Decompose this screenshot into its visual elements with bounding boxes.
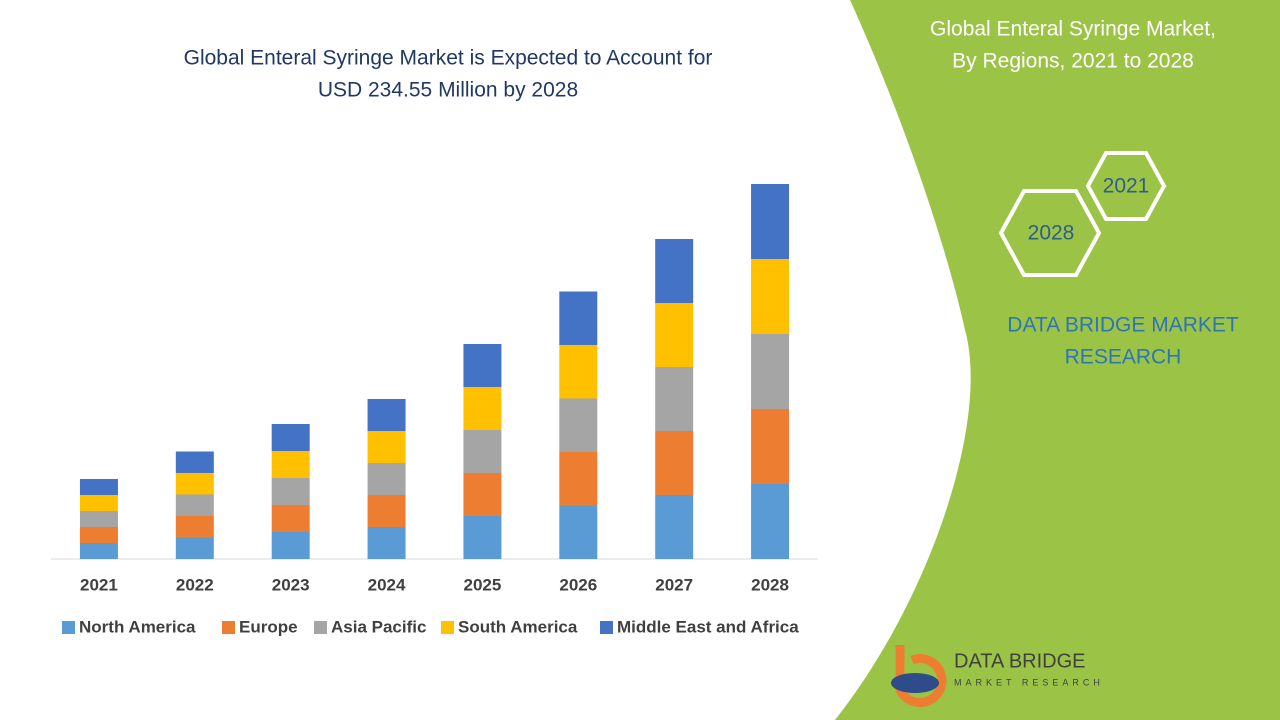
x-tick-label: 2026 — [559, 575, 597, 594]
bar-segment — [559, 452, 598, 506]
bar-segment — [655, 239, 694, 303]
legend-swatch — [222, 621, 235, 634]
x-tick-label: 2023 — [272, 575, 310, 594]
bar-segment — [79, 479, 118, 495]
x-tick-label: 2021 — [80, 575, 118, 594]
bar-segment — [271, 505, 310, 532]
x-tick-label: 2022 — [176, 575, 214, 594]
brand-text: RESEARCH — [1065, 346, 1182, 369]
bar-segment — [271, 424, 310, 451]
bar-segment — [463, 344, 502, 387]
bar-segment — [79, 511, 118, 527]
bar-segment — [367, 431, 406, 463]
bar-segment — [79, 527, 118, 543]
bar-segment — [175, 537, 214, 559]
chart-title: Global Enteral Syringe Market is Expecte… — [184, 47, 713, 70]
bar-segment — [271, 451, 310, 478]
legend-swatch — [314, 621, 327, 634]
hexagon — [1085, 151, 1167, 221]
bar-segment — [655, 367, 694, 431]
panel-title: Global Enteral Syringe Market, — [930, 18, 1216, 41]
legend-swatch — [600, 621, 613, 634]
bar-segment — [751, 484, 790, 559]
bar-segment — [463, 473, 502, 516]
legend-label: North America — [79, 617, 196, 636]
x-tick-label: 2024 — [368, 575, 406, 594]
bar-segment — [751, 184, 790, 259]
bar-segment — [559, 345, 598, 399]
bar-segment — [559, 505, 598, 559]
bar-segment — [751, 409, 790, 484]
bar-segment — [367, 495, 406, 527]
hex-label: 2021 — [1103, 175, 1150, 198]
bar-segment — [751, 334, 790, 409]
bar-segment — [655, 303, 694, 367]
bar-segment — [559, 291, 598, 345]
bar-segment — [463, 516, 502, 559]
legend-label: Europe — [239, 617, 298, 636]
bar-segment — [79, 543, 118, 559]
bar-segment — [367, 463, 406, 495]
bar-segment — [655, 495, 694, 559]
bar-segment — [655, 431, 694, 495]
legend-label: Middle East and Africa — [617, 617, 799, 636]
x-tick-label: 2027 — [655, 575, 693, 594]
bar-segment — [175, 451, 214, 473]
legend-label: South America — [458, 617, 578, 636]
logo-subtext: MARKET RESEARCH — [954, 677, 1104, 687]
bar-segment — [367, 399, 406, 431]
panel-title: By Regions, 2021 to 2028 — [952, 50, 1194, 73]
bar-segment — [463, 387, 502, 430]
bar-segment — [175, 516, 214, 538]
logo: DATA BRIDGE MARKET RESEARCH — [891, 645, 1104, 707]
bar-segment — [175, 494, 214, 516]
legend-label: Asia Pacific — [331, 617, 426, 636]
x-tick-label: 2025 — [464, 575, 502, 594]
bar-segment — [271, 532, 310, 559]
x-tick-label: 2028 — [751, 575, 789, 594]
brand-text: DATA BRIDGE MARKET — [1007, 314, 1239, 337]
hex-label: 2028 — [1028, 222, 1075, 245]
bar-segment — [175, 473, 214, 495]
bar-segment — [463, 430, 502, 473]
bar-segment — [79, 495, 118, 511]
logo-text: DATA BRIDGE — [954, 650, 1086, 672]
bar-segment — [367, 527, 406, 559]
bar-segment — [559, 398, 598, 452]
legend-swatch — [441, 621, 454, 634]
hexagon — [998, 189, 1102, 277]
side-panel — [835, 0, 1280, 720]
legend-swatch — [62, 621, 75, 634]
chart-title: USD 234.55 Million by 2028 — [318, 79, 578, 102]
bar-segment — [271, 478, 310, 505]
bar-segment — [751, 259, 790, 334]
